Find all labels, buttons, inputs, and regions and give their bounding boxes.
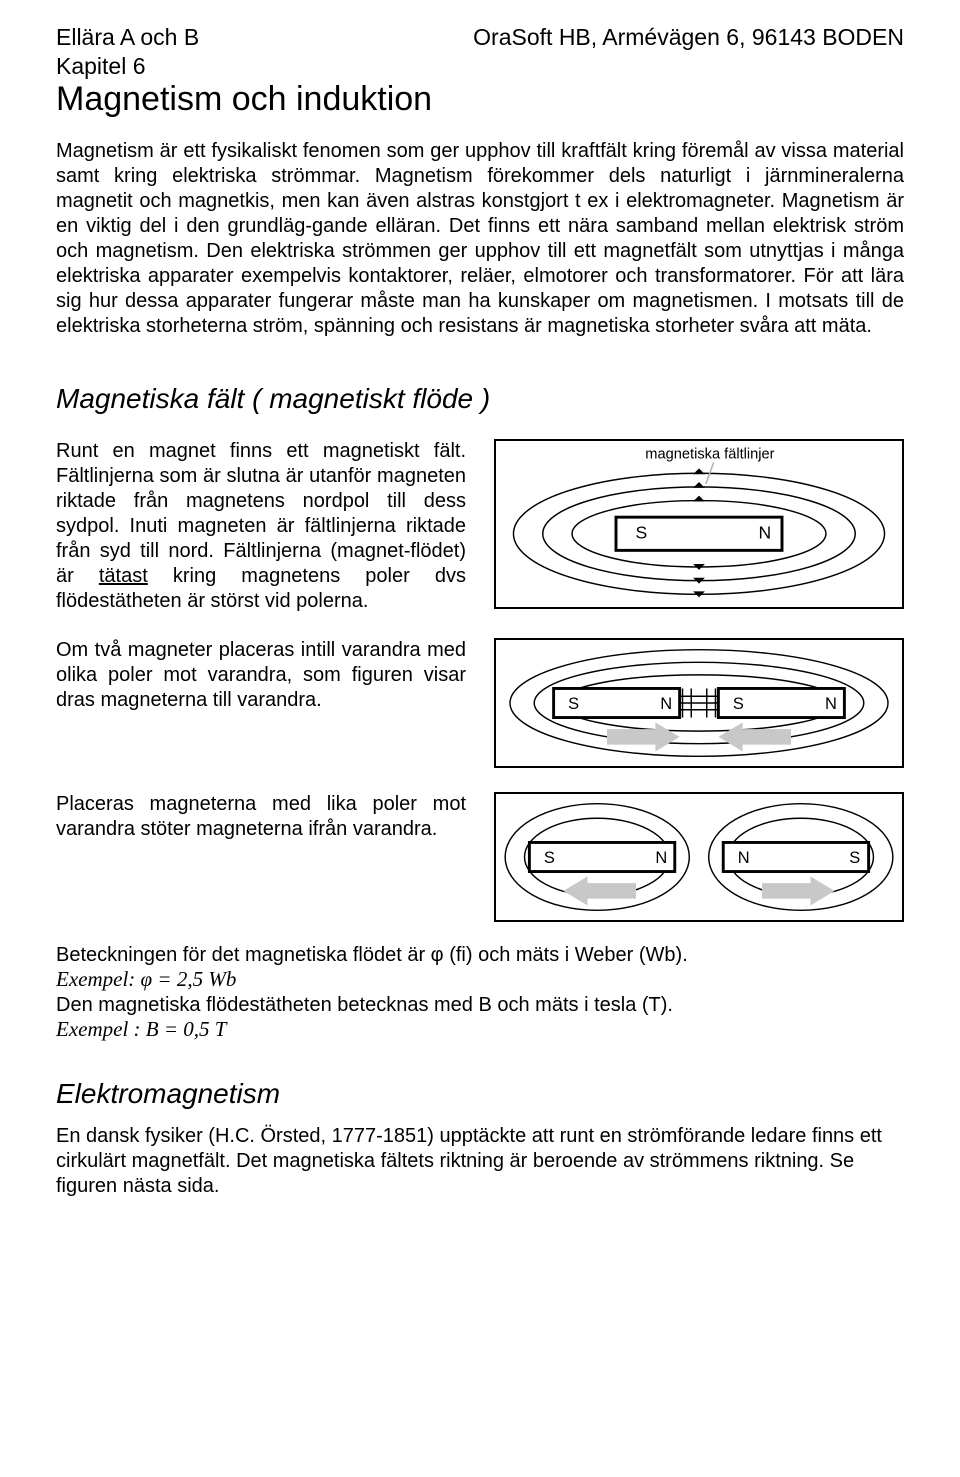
fieldlines-label: magnetiska fältlinjer	[645, 447, 774, 463]
header-right: OraSoft HB, Armévägen 6, 96143 BODEN	[473, 24, 904, 51]
chapter-label: Kapitel 6	[56, 53, 904, 80]
svg-text:S: S	[733, 695, 744, 713]
pole-s-label: S	[636, 523, 648, 543]
section-magnetic-fields-heading: Magnetiska fält ( magnetiskt flöde )	[56, 383, 904, 415]
intro-paragraph: Magnetism är ett fysikaliskt fenomen som…	[56, 139, 904, 339]
figure-attracting-magnets: S N S N	[494, 638, 904, 768]
svg-text:N: N	[825, 695, 837, 713]
paragraph-magnet-field: Runt en magnet finns ett magnetiskt fält…	[56, 439, 466, 614]
svg-text:N: N	[655, 849, 667, 867]
example-flux: Exempel: φ = 2,5 Wb	[56, 967, 904, 992]
svg-text:N: N	[738, 849, 750, 867]
pole-n-label: N	[759, 523, 772, 543]
svg-text:S: S	[544, 849, 555, 867]
figure-repelling-magnets: S N N S	[494, 792, 904, 922]
notation-flux: Beteckningen för det magnetiska flödet ä…	[56, 944, 904, 967]
underlined-word: tätast	[99, 565, 148, 587]
page-title: Magnetism och induktion	[56, 80, 904, 119]
notation-density: Den magnetiska flödestätheten betecknas …	[56, 994, 904, 1017]
figure-single-magnet: S N magnetiska fältlinjer	[494, 439, 904, 609]
svg-text:S: S	[568, 695, 579, 713]
example-density: Exempel : B = 0,5 T	[56, 1017, 904, 1042]
section-electromagnetism-heading: Elektromagnetism	[56, 1078, 904, 1110]
header-left: Ellära A och B	[56, 24, 199, 51]
svg-text:N: N	[660, 695, 672, 713]
paragraph-attraction: Om två magneter placeras intill varandra…	[56, 638, 466, 713]
paragraph-electromagnetism: En dansk fysiker (H.C. Örsted, 1777-1851…	[56, 1124, 904, 1199]
svg-text:S: S	[849, 849, 860, 867]
paragraph-repulsion: Placeras magneterna med lika poler mot v…	[56, 792, 466, 842]
